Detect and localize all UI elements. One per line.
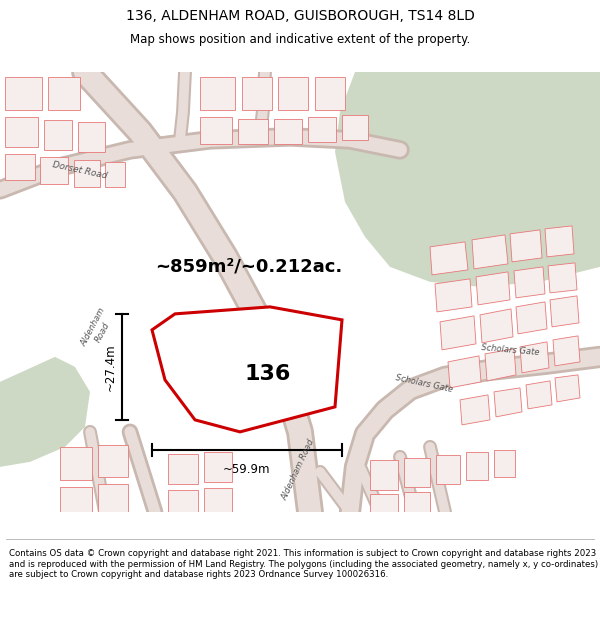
Polygon shape bbox=[5, 77, 42, 110]
Polygon shape bbox=[200, 77, 235, 110]
Polygon shape bbox=[242, 77, 272, 110]
Text: Aldenham
Road: Aldenham Road bbox=[79, 307, 116, 353]
Polygon shape bbox=[404, 458, 430, 487]
Polygon shape bbox=[555, 375, 580, 402]
Text: 136, ALDENHAM ROAD, GUISBOROUGH, TS14 8LD: 136, ALDENHAM ROAD, GUISBOROUGH, TS14 8L… bbox=[125, 9, 475, 23]
Polygon shape bbox=[480, 309, 513, 343]
Polygon shape bbox=[472, 235, 508, 269]
Polygon shape bbox=[526, 381, 552, 409]
Polygon shape bbox=[204, 488, 232, 512]
Polygon shape bbox=[78, 122, 105, 152]
Polygon shape bbox=[238, 119, 268, 144]
Polygon shape bbox=[545, 226, 574, 257]
Polygon shape bbox=[440, 316, 476, 350]
Polygon shape bbox=[494, 450, 515, 477]
Polygon shape bbox=[520, 342, 549, 373]
Polygon shape bbox=[200, 117, 232, 144]
Text: Map shows position and indicative extent of the property.: Map shows position and indicative extent… bbox=[130, 34, 470, 46]
Polygon shape bbox=[370, 460, 398, 490]
Polygon shape bbox=[48, 77, 80, 110]
Polygon shape bbox=[5, 154, 35, 180]
Polygon shape bbox=[550, 296, 579, 327]
Polygon shape bbox=[476, 272, 510, 305]
Polygon shape bbox=[460, 395, 490, 425]
Polygon shape bbox=[0, 357, 90, 467]
Polygon shape bbox=[510, 230, 542, 262]
Polygon shape bbox=[308, 117, 336, 142]
Polygon shape bbox=[274, 119, 302, 144]
Polygon shape bbox=[98, 484, 128, 512]
Text: Aldenham Road: Aldenham Road bbox=[280, 438, 316, 502]
Polygon shape bbox=[74, 160, 100, 187]
Polygon shape bbox=[370, 494, 398, 512]
Polygon shape bbox=[168, 454, 198, 484]
Polygon shape bbox=[44, 120, 72, 150]
Text: ~859m²/~0.212ac.: ~859m²/~0.212ac. bbox=[155, 258, 342, 276]
Polygon shape bbox=[60, 447, 92, 480]
Text: Dorset Road: Dorset Road bbox=[52, 159, 109, 180]
Polygon shape bbox=[40, 157, 68, 184]
Polygon shape bbox=[204, 452, 232, 482]
Polygon shape bbox=[335, 72, 600, 287]
Polygon shape bbox=[553, 336, 580, 366]
Polygon shape bbox=[516, 302, 547, 334]
Polygon shape bbox=[278, 77, 308, 110]
Text: ~27.4m: ~27.4m bbox=[104, 343, 117, 391]
Polygon shape bbox=[494, 388, 522, 417]
Polygon shape bbox=[436, 455, 460, 484]
Text: 136: 136 bbox=[245, 364, 291, 384]
Polygon shape bbox=[430, 242, 468, 275]
Polygon shape bbox=[485, 349, 516, 381]
Polygon shape bbox=[514, 267, 545, 298]
Text: Scholars Gate: Scholars Gate bbox=[481, 343, 539, 357]
Polygon shape bbox=[5, 117, 38, 147]
Polygon shape bbox=[548, 263, 577, 293]
Polygon shape bbox=[152, 307, 342, 432]
Polygon shape bbox=[342, 115, 368, 140]
Polygon shape bbox=[435, 279, 472, 312]
Polygon shape bbox=[98, 445, 128, 477]
Polygon shape bbox=[105, 162, 125, 187]
Polygon shape bbox=[466, 452, 488, 480]
Polygon shape bbox=[60, 487, 92, 512]
Text: Scholars Gate: Scholars Gate bbox=[395, 373, 454, 394]
Polygon shape bbox=[168, 490, 198, 512]
Polygon shape bbox=[315, 77, 345, 110]
Text: ~59.9m: ~59.9m bbox=[223, 463, 271, 476]
Text: Contains OS data © Crown copyright and database right 2021. This information is : Contains OS data © Crown copyright and d… bbox=[9, 549, 598, 579]
Polygon shape bbox=[404, 492, 430, 512]
Polygon shape bbox=[448, 356, 481, 388]
